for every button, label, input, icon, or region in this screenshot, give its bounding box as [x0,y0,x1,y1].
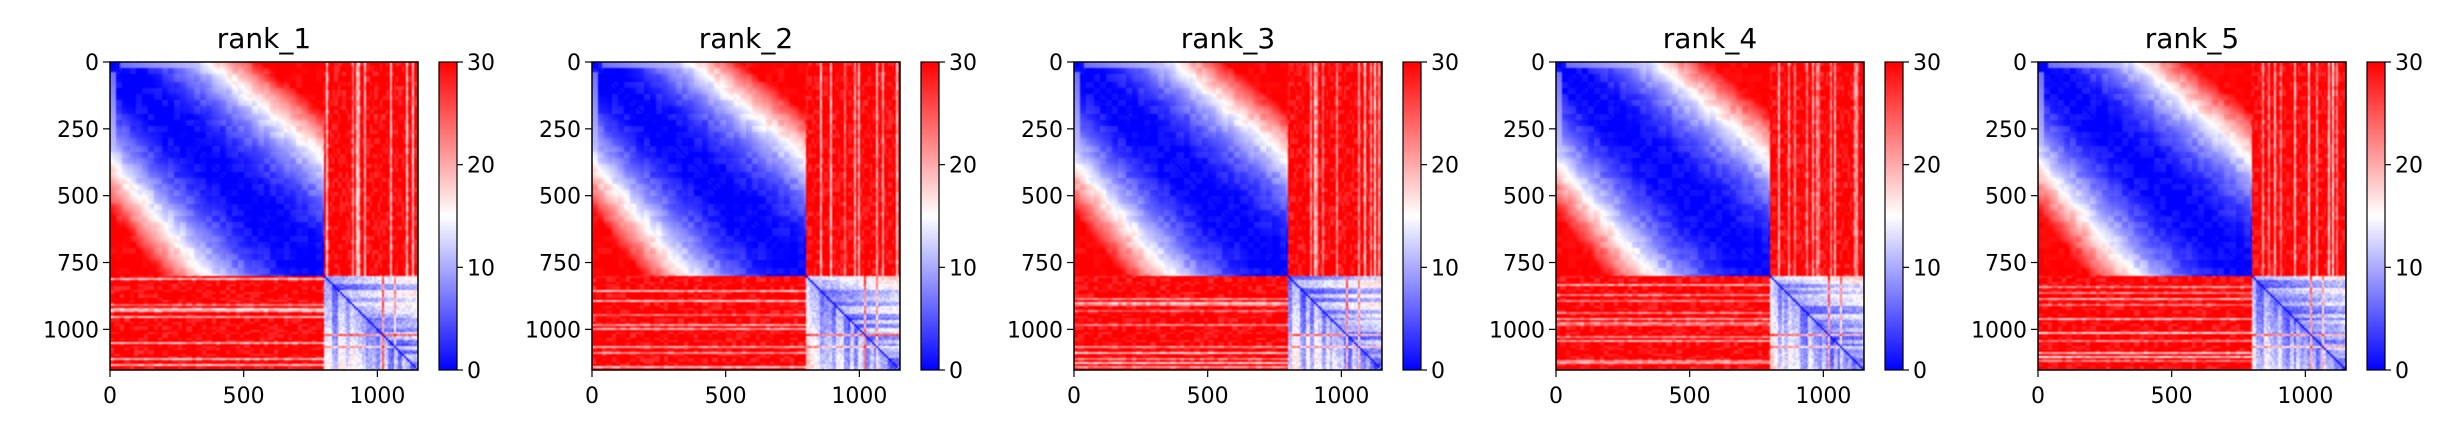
heatmap-panel: rank_4 0 250 500 750 1000 0 500 1000 0 10 20 30 [1489,22,1941,409]
heatmap-image [2038,62,2346,370]
x-tick-label: 1000 [2277,384,2333,409]
y-tick-label: 0 [2013,51,2027,76]
axes-frame [1555,61,1865,371]
y-tick-label: 250 [539,118,581,143]
x-tick-label: 0 [1549,384,1563,409]
y-tick-label: 250 [1503,118,1545,143]
y-tick-label: 750 [539,252,581,277]
panel-title: rank_3 [1181,22,1275,55]
y-tick-label: 250 [1021,118,1063,143]
colorbar-tick-label: 0 [1431,359,1445,384]
x-tick-label: 0 [1067,384,1081,409]
y-tick-label: 1000 [43,318,99,343]
x-tick-label: 1000 [1313,384,1369,409]
colorbar-tick-label: 20 [949,154,977,179]
panel-title: rank_1 [217,22,311,55]
colorbar-tick-label: 10 [467,256,495,281]
heatmap-panel: rank_3 0 250 500 750 1000 0 500 1000 0 10 20 30 [1007,22,1459,409]
y-tick-label: 1000 [1007,318,1063,343]
colorbar [1402,61,1422,371]
y-tick-label: 750 [1985,252,2027,277]
x-tick-label: 500 [705,384,747,409]
colorbar-tick-label: 10 [1913,256,1941,281]
colorbar-tick-label: 10 [2395,256,2423,281]
panel-title: rank_4 [1663,22,1757,55]
heatmap-panel: rank_2 0 250 500 750 1000 0 500 1000 0 10 20 30 [525,22,977,409]
y-tick-label: 750 [1503,252,1545,277]
colorbar-tick-label: 0 [1913,359,1927,384]
x-tick-label: 0 [2031,384,2045,409]
panel-title: rank_5 [2145,22,2239,55]
colorbar-tick-label: 30 [1913,51,1941,76]
y-tick-label: 500 [1503,185,1545,210]
y-tick-label: 500 [57,185,99,210]
colorbar [1884,61,1904,371]
axes-frame [1073,61,1383,371]
colorbar-tick-label: 30 [467,51,495,76]
x-tick-label: 0 [585,384,599,409]
y-tick-label: 0 [1049,51,1063,76]
axes-frame [109,61,419,371]
y-tick-label: 1000 [525,318,581,343]
colorbar-tick-label: 10 [1431,256,1459,281]
colorbar-tick-label: 20 [467,154,495,179]
colorbar-tick-label: 20 [2395,154,2423,179]
heatmap-panel: rank_5 0 250 500 750 1000 0 500 1000 0 10 20 30 [1971,22,2423,409]
heatmap-image [1074,62,1382,370]
y-tick-label: 0 [567,51,581,76]
colorbar [438,61,458,371]
y-tick-label: 250 [57,118,99,143]
colorbar [2366,61,2386,371]
colorbar-tick-label: 0 [949,359,963,384]
y-tick-label: 500 [1021,185,1063,210]
colorbar-tick-label: 20 [1913,154,1941,179]
x-tick-label: 1000 [831,384,887,409]
x-tick-label: 500 [1669,384,1711,409]
x-tick-label: 1000 [349,384,405,409]
colorbar-tick-label: 30 [2395,51,2423,76]
heatmap-image [1556,62,1864,370]
y-tick-label: 750 [1021,252,1063,277]
y-tick-label: 250 [1985,118,2027,143]
heatmap-image [592,62,900,370]
colorbar-tick-label: 30 [949,51,977,76]
x-tick-label: 500 [223,384,265,409]
colorbar-tick-label: 30 [1431,51,1459,76]
colorbar-tick-label: 10 [949,256,977,281]
y-tick-label: 500 [1985,185,2027,210]
y-tick-label: 0 [85,51,99,76]
y-tick-label: 0 [1531,51,1545,76]
panel-title: rank_2 [699,22,793,55]
y-tick-label: 1000 [1489,318,1545,343]
colorbar-tick-label: 0 [2395,359,2409,384]
x-tick-label: 1000 [1795,384,1851,409]
colorbar [920,61,940,371]
y-tick-label: 750 [57,252,99,277]
heatmap-panel: rank_1 0 250 500 750 1000 0 500 1000 0 10 20 30 [43,22,495,409]
x-tick-label: 0 [103,384,117,409]
y-tick-label: 1000 [1971,318,2027,343]
axes-frame [591,61,901,371]
colorbar-tick-label: 0 [467,359,481,384]
heatmap-image [110,62,418,370]
colorbar-tick-label: 20 [1431,154,1459,179]
x-tick-label: 500 [2151,384,2193,409]
axes-frame [2037,61,2347,371]
y-tick-label: 500 [539,185,581,210]
x-tick-label: 500 [1187,384,1229,409]
